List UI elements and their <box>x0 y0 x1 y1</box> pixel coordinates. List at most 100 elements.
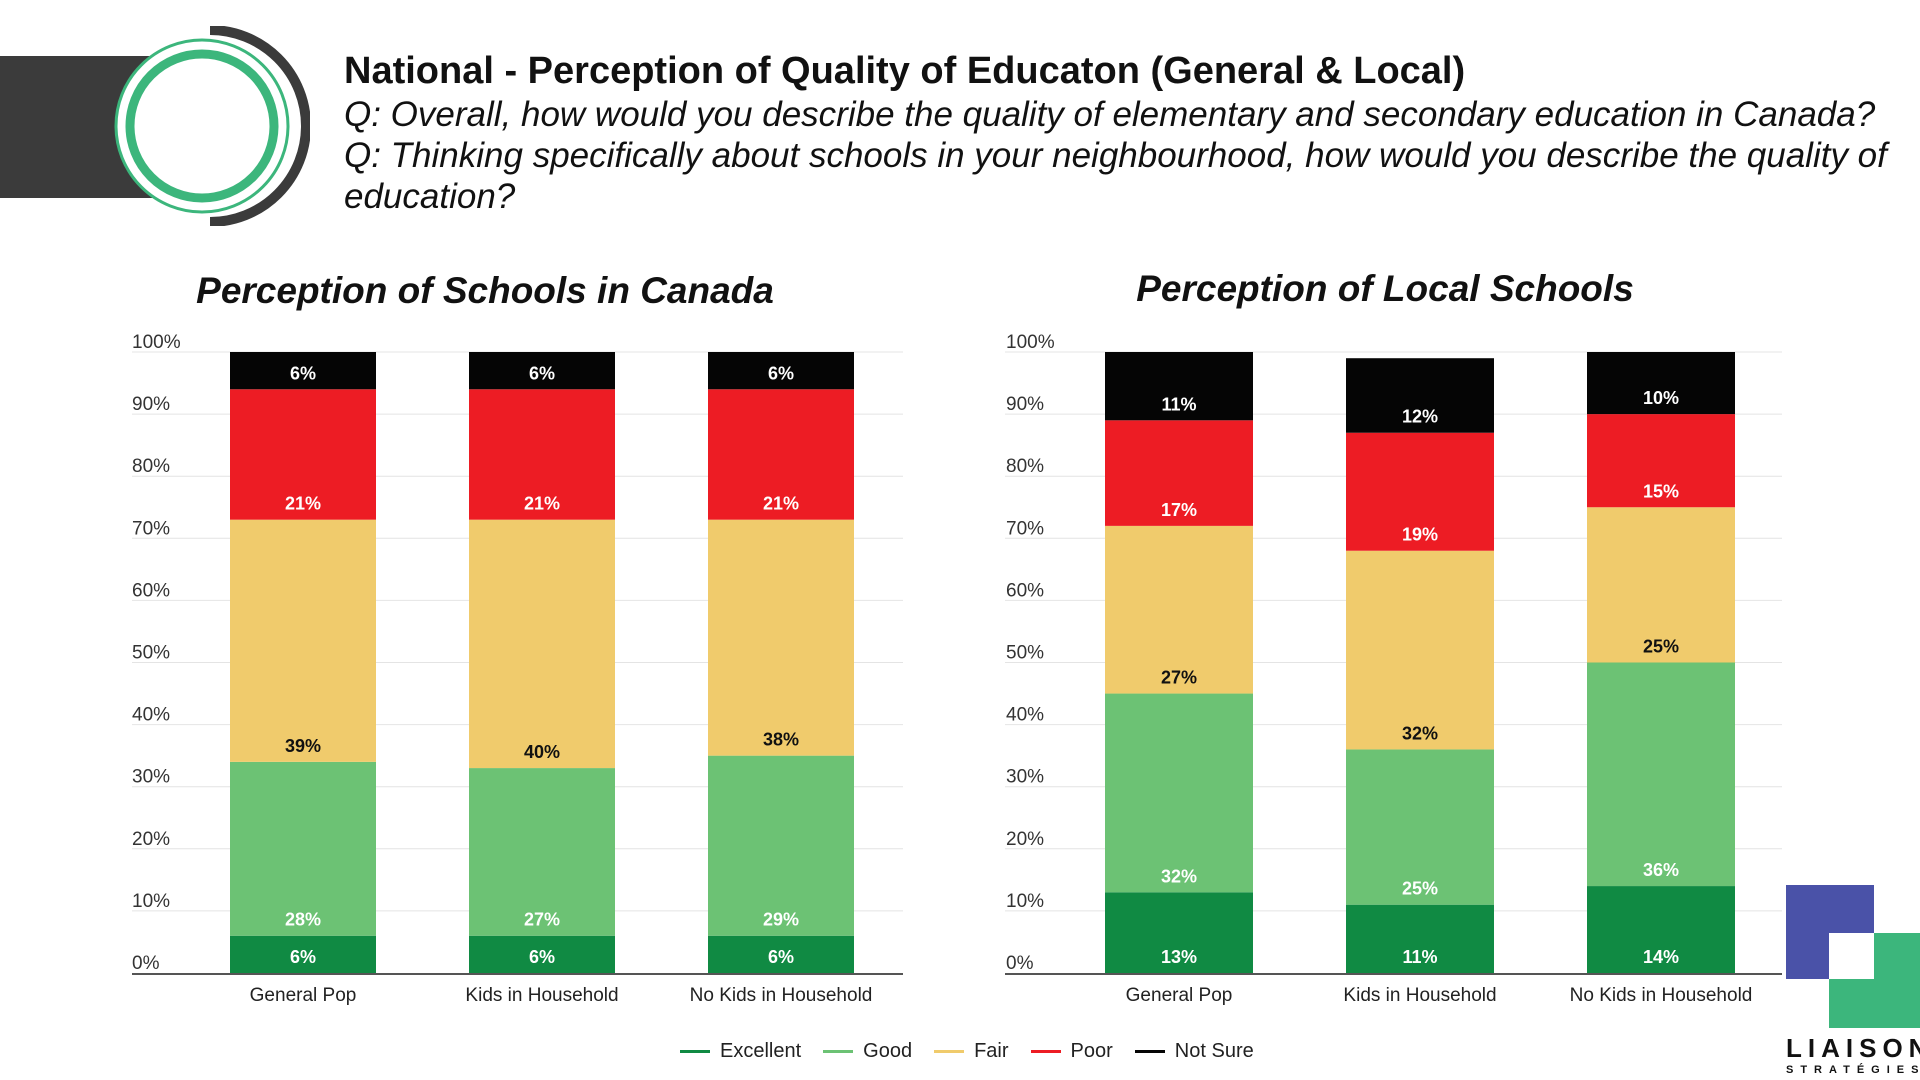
y-tick-label: 70% <box>1006 518 1044 539</box>
bar-segment-good <box>230 761 376 936</box>
data-label-not-sure: 11% <box>1161 394 1196 414</box>
bar-segment-excellent <box>708 935 854 973</box>
bar-segment-excellent <box>1105 892 1253 973</box>
legend-label-not-sure: Not Sure <box>1174 1040 1254 1062</box>
data-label-excellent: 11% <box>1402 947 1437 967</box>
bar-segment-excellent <box>1587 886 1735 973</box>
x-category-label: No Kids in Household <box>690 985 873 1006</box>
data-label-poor: 21% <box>763 494 799 514</box>
bar-segment-poor <box>1587 414 1735 508</box>
y-tick-label: 50% <box>1006 643 1044 664</box>
data-label-poor: 21% <box>524 494 560 514</box>
bar-segment-poor <box>469 389 615 520</box>
bar-segment-not-sure <box>1587 352 1735 415</box>
liaison-strategies-logo: LIAISON STRATÉGIES <box>1786 885 1920 1080</box>
x-category-label: General Pop <box>1126 985 1233 1006</box>
question-2-continued: education? <box>344 177 516 216</box>
data-label-not-sure: 10% <box>1643 388 1679 408</box>
data-label-excellent: 14% <box>1643 947 1679 967</box>
bar-segment-fair <box>230 519 376 762</box>
bar-segment-fair <box>708 519 854 756</box>
bar-segment-excellent <box>1346 904 1494 973</box>
decorative-ring-icon <box>114 26 310 226</box>
legend-swatch-not-sure <box>1134 1050 1165 1053</box>
y-tick-label: 40% <box>132 705 170 726</box>
data-label-poor: 17% <box>1161 500 1197 520</box>
bar-segment-poor <box>708 389 854 520</box>
bar-segment-excellent <box>469 935 615 973</box>
y-tick-label: 60% <box>132 580 170 601</box>
bar-segment-not-sure <box>230 352 376 390</box>
data-label-not-sure: 12% <box>1402 407 1438 427</box>
y-tick-label: 70% <box>132 518 170 539</box>
data-label-fair: 27% <box>1161 668 1197 688</box>
legend-item-poor: Poor <box>1030 1040 1113 1063</box>
y-tick-label: 100% <box>1006 332 1055 353</box>
bar-segment-good <box>469 768 615 936</box>
legend-item-excellent: Excellent <box>680 1040 801 1063</box>
data-label-good: 36% <box>1643 860 1679 880</box>
data-label-excellent: 6% <box>529 947 555 967</box>
x-category-label: No Kids in Household <box>1570 985 1753 1006</box>
data-label-good: 32% <box>1161 866 1197 886</box>
bar-segment-not-sure <box>1105 352 1253 421</box>
data-label-excellent: 13% <box>1161 947 1197 967</box>
bar-segment-excellent <box>230 935 376 973</box>
question-1: Q: Overall, how would you describe the q… <box>344 95 1876 134</box>
y-tick-label: 90% <box>1006 394 1044 415</box>
data-label-fair: 32% <box>1402 723 1438 743</box>
bar-segment-poor <box>230 389 376 520</box>
bar-segment-poor <box>1105 420 1253 526</box>
x-category-label: Kids in Household <box>465 985 618 1006</box>
data-label-poor: 21% <box>285 494 321 514</box>
bar-segment-good <box>1587 662 1735 887</box>
logo-white-square <box>1829 933 1874 979</box>
data-label-not-sure: 6% <box>529 363 555 383</box>
legend-item-good: Good <box>823 1040 912 1063</box>
page-title: National - Perception of Quality of Educ… <box>344 50 1466 92</box>
y-tick-label: 0% <box>1006 953 1034 974</box>
data-label-fair: 38% <box>763 730 799 750</box>
legend-item-not-sure: Not Sure <box>1134 1040 1254 1063</box>
legend-swatch-fair <box>934 1050 965 1053</box>
bar-segment-not-sure <box>708 352 854 390</box>
legend: Excellent Good Fair Poor Not Sure <box>680 1040 1254 1063</box>
data-label-good: 27% <box>524 910 560 930</box>
logo-subtext: STRATÉGIES <box>1786 1064 1920 1076</box>
x-category-label: General Pop <box>250 985 357 1006</box>
legend-label-excellent: Excellent <box>720 1040 802 1062</box>
data-label-poor: 19% <box>1402 525 1438 545</box>
y-tick-label: 20% <box>132 829 170 850</box>
header: National - Perception of Quality of Educ… <box>344 48 1904 217</box>
data-label-fair: 40% <box>524 742 560 762</box>
data-label-good: 28% <box>285 910 321 930</box>
data-label-fair: 39% <box>285 736 321 756</box>
data-label-good: 29% <box>763 910 799 930</box>
bar-segment-fair <box>1587 507 1735 663</box>
bar-segment-fair <box>469 519 615 769</box>
y-tick-label: 30% <box>132 767 170 788</box>
legend-label-good: Good <box>863 1040 913 1062</box>
y-tick-label: 0% <box>132 953 160 974</box>
y-tick-label: 100% <box>132 332 181 353</box>
y-tick-label: 10% <box>132 891 170 912</box>
data-label-good: 25% <box>1402 879 1438 899</box>
bar-segment-fair <box>1346 550 1494 750</box>
bar-segment-not-sure <box>1346 358 1494 433</box>
y-tick-label: 50% <box>132 643 170 664</box>
y-tick-label: 60% <box>1006 580 1044 601</box>
legend-item-fair: Fair <box>934 1040 1009 1063</box>
question-2: Q: Thinking specifically about schools i… <box>344 136 1887 175</box>
y-tick-label: 40% <box>1006 705 1044 726</box>
y-tick-label: 80% <box>132 456 170 477</box>
data-label-not-sure: 6% <box>290 363 316 383</box>
data-label-excellent: 6% <box>768 947 794 967</box>
legend-swatch-good <box>823 1050 854 1053</box>
bar-segment-good <box>1105 693 1253 893</box>
x-category-label: Kids in Household <box>1343 985 1496 1006</box>
data-label-excellent: 6% <box>290 947 316 967</box>
bar-segment-poor <box>1346 432 1494 551</box>
data-label-fair: 25% <box>1643 637 1679 657</box>
logo-text: LIAISON <box>1786 1033 1920 1063</box>
legend-label-poor: Poor <box>1070 1040 1113 1062</box>
